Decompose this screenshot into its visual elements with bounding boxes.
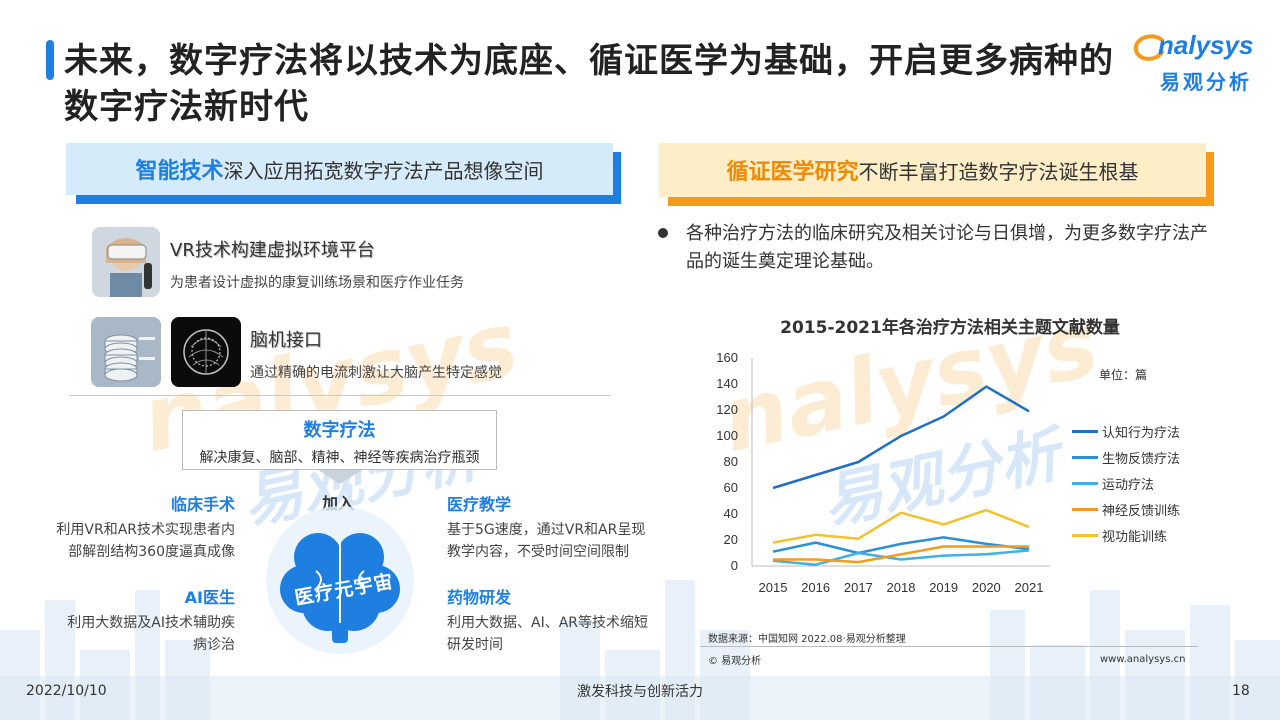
x-tick-label: 2021: [1015, 580, 1044, 595]
legend-swatch: [1072, 456, 1098, 459]
legend-swatch: [1072, 534, 1098, 537]
legend-item: 生物反馈疗法: [1072, 444, 1180, 470]
digital-therapy-box: 数字疗法 解决康复、脑部、精神、神经等疾病治疗瓶颈: [182, 410, 497, 470]
digital-therapy-title: 数字疗法: [183, 416, 496, 442]
y-tick-label: 160: [716, 350, 738, 365]
legend-item: 认知行为疗法: [1072, 418, 1180, 444]
section-divider: [70, 395, 610, 396]
vr-item-desc: 为患者设计虚拟的康复训练场景和医疗作业任务: [170, 272, 464, 292]
chart-legend: 认知行为疗法生物反馈疗法运动疗法神经反馈训练视功能训练: [1072, 418, 1180, 548]
bullet-text: 各种治疗方法的临床研究及相关讨论与日俱增，为更多数字疗法产品的诞生奠定理论基础。: [686, 220, 1216, 276]
series-line: [773, 510, 1029, 542]
legend-swatch: [1072, 508, 1098, 511]
left-heading-keyword: 智能技术: [135, 153, 223, 185]
data-source: 数据来源：中国知网 2022.08·易观分析整理: [708, 630, 906, 645]
feature-medical-teaching-title: 医疗教学: [447, 491, 511, 515]
y-tick-label: 20: [724, 532, 738, 547]
x-tick-label: 2018: [887, 580, 916, 595]
logo-wordmark: nalysys: [1158, 30, 1253, 61]
legend-swatch: [1072, 482, 1098, 485]
feature-medical-teaching-desc: 基于5G速度，通过VR和AR呈现教学内容，不受时间空间限制: [447, 519, 677, 563]
legend-item: 神经反馈训练: [1072, 496, 1180, 522]
feature-drug-research-desc: 利用大数据、AI、AR等技术缩短研发时间: [447, 612, 677, 656]
left-heading-text: 深入应用拓宽数字疗法产品想像空间: [224, 155, 544, 184]
series-line: [773, 550, 1029, 564]
page-number: 18: [1232, 683, 1250, 699]
feature-ai-doctor-desc: 利用大数据及AI技术辅助疾病诊治: [30, 612, 235, 656]
right-section-heading: 循证医学研究不断丰富打造数字疗法诞生根基: [659, 143, 1206, 197]
bullet-icon: [658, 228, 668, 238]
copyright: © 易观分析: [708, 652, 761, 667]
y-tick-label: 0: [731, 558, 738, 573]
brain-scan-image: [171, 317, 241, 387]
feature-ai-doctor-title: AI医生: [100, 584, 235, 608]
bci-item-title: 脑机接口: [250, 326, 322, 352]
server-stack-image: [91, 317, 161, 387]
bci-item-desc: 通过精确的电流刺激让大脑产生特定感觉: [250, 362, 502, 382]
y-tick-label: 80: [724, 454, 738, 469]
y-tick-label: 120: [716, 402, 738, 417]
x-tick-label: 2019: [929, 580, 958, 595]
right-heading-text: 不断丰富打造数字疗法诞生根基: [859, 156, 1139, 185]
legend-label: 神经反馈训练: [1102, 500, 1180, 519]
feature-drug-research-title: 药物研发: [447, 584, 511, 608]
series-line: [773, 387, 1029, 488]
right-heading-keyword: 循证医学研究: [726, 154, 858, 186]
source-divider: [700, 646, 1198, 647]
y-tick-label: 40: [724, 506, 738, 521]
legend-item: 视功能训练: [1072, 522, 1180, 548]
vr-item-title: VR技术构建虚拟环境平台: [170, 236, 375, 262]
title-accent-bar: [46, 40, 54, 80]
legend-label: 认知行为疗法: [1102, 422, 1180, 441]
x-tick-label: 2017: [844, 580, 873, 595]
legend-label: 运动疗法: [1102, 474, 1154, 493]
x-tick-label: 2020: [972, 580, 1001, 595]
x-tick-label: 2015: [759, 580, 788, 595]
legend-label: 视功能训练: [1102, 526, 1167, 545]
legend-swatch: [1072, 430, 1098, 433]
y-tick-label: 60: [724, 480, 738, 495]
footer-slogan: 激发科技与创新活力: [0, 681, 1280, 701]
legend-item: 运动疗法: [1072, 470, 1180, 496]
x-tick-label: 2016: [801, 580, 830, 595]
vr-headset-image: [92, 227, 160, 297]
y-tick-label: 100: [716, 428, 738, 443]
series-line: [773, 537, 1029, 553]
website-link[interactable]: www.analysys.cn: [1100, 654, 1185, 665]
legend-label: 生物反馈疗法: [1102, 448, 1180, 467]
feature-clinical-surgery-desc: 利用VR和AR技术实现患者内部解剖结构360度逼真成像: [30, 519, 235, 563]
page-title: 未来，数字疗法将以技术为底座、循证医学为基础，开启更多病种的数字疗法新时代: [64, 38, 1114, 130]
down-arrow-icon: [318, 470, 362, 484]
y-tick-label: 140: [716, 376, 738, 391]
digital-therapy-desc: 解决康复、脑部、精神、神经等疾病治疗瓶颈: [183, 447, 496, 467]
logo-chinese-name: 易观分析: [1160, 66, 1252, 95]
left-section-heading: 智能技术深入应用拓宽数字疗法产品想像空间: [66, 143, 613, 195]
feature-clinical-surgery-title: 临床手术: [100, 491, 235, 515]
